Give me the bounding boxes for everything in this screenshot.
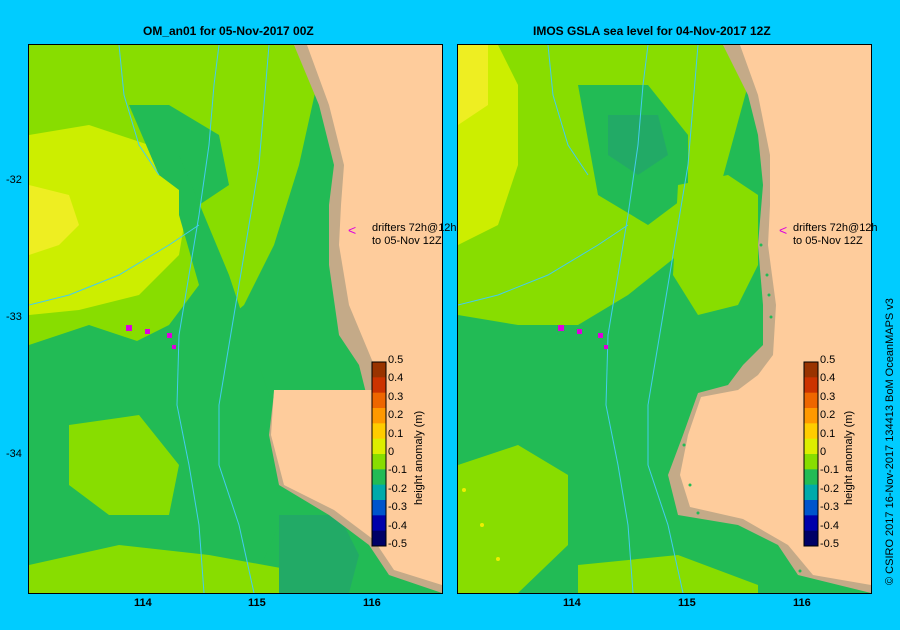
colorbar-tick-label: -0.1 [820,464,839,477]
colorbar-tick-label: 0 [820,446,827,458]
colorbar-cell [804,377,818,394]
left-note-line-2: to 05-Nov 12Z [372,235,442,247]
colorbar-cell [372,362,386,378]
colorbar-tick-label: -0.3 [388,501,407,514]
colorbar-tick-label: -0.4 [820,519,839,532]
left-colorbar-label: height anomaly (m) [413,410,425,505]
colorbar-tick-label: -0.5 [388,538,407,550]
left-panel-title: OM_an01 for 05-Nov-2017 00Z [143,24,314,38]
x-tick-label: 115 [248,597,266,609]
right-map-field [458,45,871,593]
colorbar-cell [804,438,818,455]
colorbar-cell [372,515,386,532]
colorbar-tick-label: -0.4 [388,519,407,532]
colorbar-cell [372,423,386,440]
colorbar-tick-label: 0.5 [388,354,404,366]
right-coastal-dots [682,128,820,585]
colorbar-cell [804,484,818,501]
colorbar-cell [804,392,818,409]
right-offshore-dots [462,488,500,561]
colorbar-tick-label: 0.1 [388,427,404,440]
colorbar-tick-label: -0.1 [388,464,407,477]
colorbar-cell [372,469,386,486]
drifter-arrow-icon: < [348,222,357,238]
y-tick-label: -33 [6,311,22,323]
colorbar-cell [804,408,818,424]
colorbar-cell [804,362,818,378]
colorbar-tick-label: 0.1 [820,427,836,440]
colorbar-tick-label: 0.3 [388,390,404,403]
right-drifters [558,325,608,349]
colorbar-cell [372,377,386,394]
y-tick-label: -32 [6,174,22,186]
right-drifter-note: < drifters 72h@12h to 05-Nov 12Z [779,222,878,248]
colorbar-cell [804,500,818,516]
right-colorbar [803,361,819,547]
colorbar-tick-label: 0.2 [820,409,836,422]
drifter-arrow-icon: < [779,222,788,238]
colorbar-tick-label: -0.3 [820,501,839,514]
y-tick-label: -34 [6,448,22,460]
colorbar-tick-label: -0.2 [820,482,839,495]
x-tick-label: 114 [134,597,152,609]
x-tick-label: 116 [793,597,811,609]
colorbar-cell [372,408,386,424]
left-drifter-note: < drifters 72h@12h to 05-Nov 12Z [348,222,457,248]
left-colorbar [371,361,387,547]
left-map [28,44,443,594]
right-note-line-1: drifters 72h@12h [793,222,878,234]
colorbar-cell [372,500,386,516]
colorbar-cell [804,454,818,470]
colorbar-tick-label: 0.3 [820,390,836,403]
colorbar-tick-label: 0.2 [388,409,404,422]
colorbar-tick-label: 0.4 [820,372,836,385]
left-map-field [29,45,442,593]
colorbar-tick-label: 0.4 [388,372,404,385]
colorbar-cell [804,515,818,532]
colorbar-cell [804,469,818,486]
x-tick-label: 115 [678,597,696,609]
colorbar-tick-label: 0.5 [820,354,836,366]
x-tick-label: 114 [563,597,581,609]
colorbar-cell [804,530,818,547]
right-panel-title: IMOS GSLA sea level for 04-Nov-2017 12Z [533,24,771,38]
colorbar-cell [372,438,386,455]
colorbar-cell [804,423,818,440]
right-note-line-2: to 05-Nov 12Z [793,235,863,247]
colorbar-cell [372,530,386,547]
left-note-line-1: drifters 72h@12h [372,222,457,234]
colorbar-tick-label: -0.2 [388,482,407,495]
colorbar-cell [372,454,386,470]
x-tick-label: 116 [363,597,381,609]
colorbar-tick-label: -0.5 [820,538,839,550]
credit-text: © CSIRO 2017 16-Nov-2017 134413 BoM Ocea… [884,298,896,585]
left-drifters [126,325,176,349]
colorbar-cell [372,392,386,409]
colorbar-cell [372,484,386,501]
colorbar-tick-label: 0 [388,446,395,458]
right-colorbar-label: height anomaly (m) [843,410,855,505]
right-map [457,44,872,594]
